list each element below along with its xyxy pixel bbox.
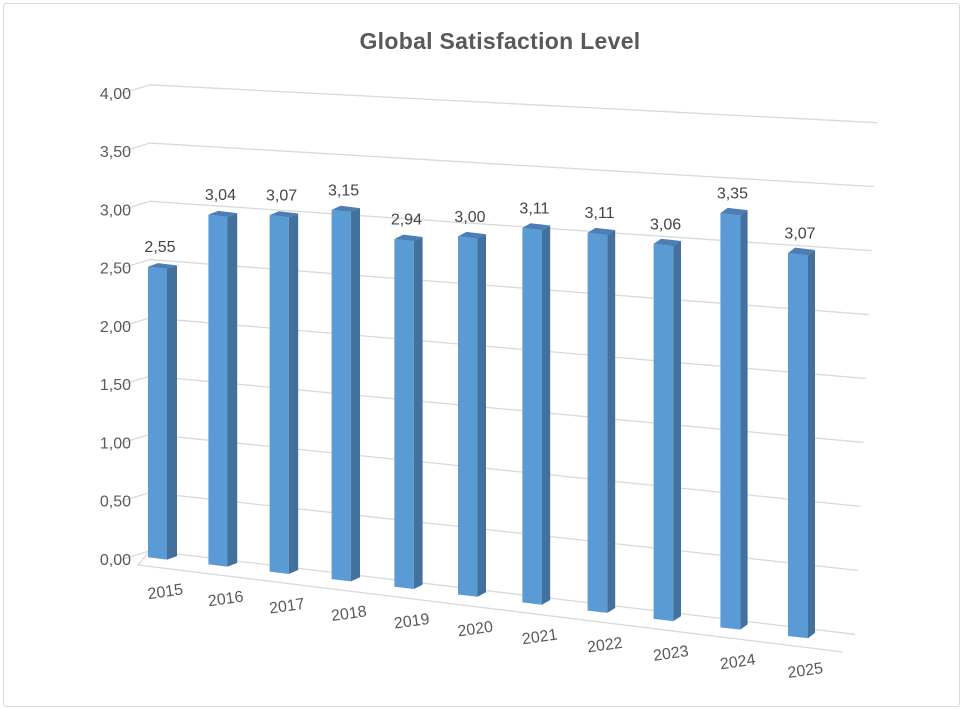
bar-side-2018 <box>350 208 360 582</box>
gridline <box>121 258 869 316</box>
bar-side-2016 <box>227 213 238 567</box>
bar-value-label: 2,94 <box>391 211 422 228</box>
bar-value-label: 3,06 <box>650 216 681 233</box>
bar-value-label: 3,00 <box>454 209 485 226</box>
x-axis-label: 2015 <box>147 581 185 603</box>
x-axis-label: 2019 <box>393 611 431 633</box>
gridline <box>121 84 878 124</box>
bar-front-2018 <box>331 209 351 582</box>
bar-top-2023 <box>653 238 681 247</box>
bar-value-label: 3,07 <box>784 226 815 243</box>
bar-side-2020 <box>477 234 486 597</box>
bar-value-label: 3,35 <box>717 186 748 203</box>
y-axis-tick-label: 1,50 <box>100 377 131 394</box>
y-axis-tick-label: 1,00 <box>100 435 131 452</box>
bar-top-2025 <box>788 247 815 256</box>
x-axis-label: 2016 <box>207 589 245 611</box>
bar-front-2024 <box>720 213 741 630</box>
bar-front-2020 <box>458 236 478 597</box>
bar-top-2017 <box>269 211 299 218</box>
bar-value-label: 3,11 <box>585 205 615 222</box>
bar-top-2021 <box>522 223 551 231</box>
bar-top-2024 <box>720 207 748 216</box>
chart-title: Global Satisfaction Level <box>359 28 641 54</box>
bar-top-2015 <box>148 263 177 269</box>
bar-side-2019 <box>413 236 423 589</box>
bar-side-2017 <box>288 213 299 574</box>
x-axis-label: 2017 <box>268 596 306 618</box>
y-axis-tick-label: 2,50 <box>100 261 131 278</box>
bar-top-2016 <box>208 210 238 217</box>
x-axis-label: 2022 <box>586 635 624 657</box>
x-axis-label: 2023 <box>652 643 690 665</box>
y-axis-tick-label: 4,00 <box>100 86 131 103</box>
x-axis-label: 2020 <box>457 619 495 641</box>
y-axis-tick-label: 3,50 <box>100 144 131 161</box>
bar-side-2021 <box>542 225 551 605</box>
bar-value-label: 2,55 <box>144 239 175 256</box>
bar-front-2021 <box>522 227 542 605</box>
bar-side-2024 <box>740 210 748 630</box>
bar-front-2019 <box>394 238 414 589</box>
y-axis-tick-label: 2,00 <box>100 319 131 336</box>
bar-value-label: 3,04 <box>205 187 236 204</box>
bar-side-2023 <box>673 241 681 622</box>
bar-side-2022 <box>607 230 616 613</box>
bar-front-2017 <box>269 215 289 574</box>
bar-side-2025 <box>808 249 815 639</box>
bar-top-2018 <box>331 205 360 213</box>
bar-top-2019 <box>394 234 423 242</box>
floor-edge <box>136 550 844 653</box>
x-axis-label: 2024 <box>719 651 757 673</box>
y-axis-tick-label: 0,50 <box>100 494 131 511</box>
y-axis-tick-label: 0,00 <box>100 552 131 569</box>
y-axis-tick-label: 3,00 <box>100 202 131 219</box>
x-axis-label: 2018 <box>330 603 368 625</box>
bar-front-2023 <box>653 243 674 622</box>
bar-side-2015 <box>167 265 177 560</box>
gridline <box>121 200 872 252</box>
bar-top-2022 <box>587 227 616 236</box>
bar-front-2022 <box>587 232 608 613</box>
gridline <box>121 142 875 188</box>
bar-value-label: 3,15 <box>328 182 359 199</box>
x-axis-label: 2025 <box>787 660 825 682</box>
bar-value-label: 3,11 <box>519 200 549 217</box>
bar-value-label: 3,07 <box>266 188 297 205</box>
bar-top-2020 <box>458 231 486 239</box>
bar-front-2025 <box>788 253 808 639</box>
bar-front-2016 <box>208 214 228 567</box>
bar-front-2015 <box>148 266 167 560</box>
x-axis-label: 2021 <box>521 627 559 649</box>
